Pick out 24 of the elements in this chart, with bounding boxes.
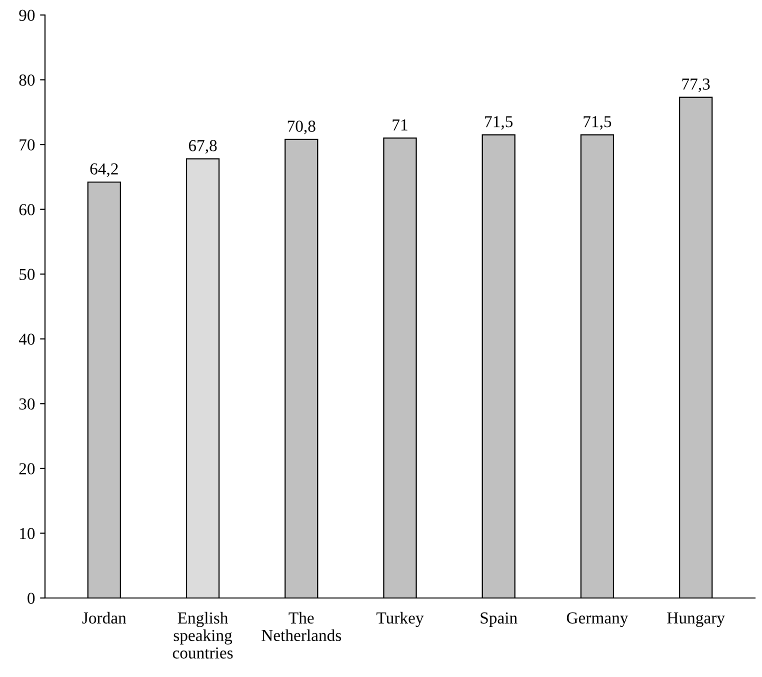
x-tick-label: Jordan [82,612,126,624]
data-label: 71,5 [485,116,513,130]
data-label: 67,8 [188,140,217,154]
y-tick-label: 30 [19,398,35,410]
x-tick-label: Germany [566,612,628,628]
y-tick-label: 90 [19,10,35,21]
x-tick-label: English speaking countries [172,612,233,659]
y-tick-label: 20 [19,463,35,474]
data-label: 77,3 [682,78,710,92]
data-label: 71 [392,119,408,130]
y-tick-label: 10 [20,528,35,540]
x-tick-label: Hungary [667,612,725,628]
data-label: 71,5 [584,116,612,130]
y-tick-label: 80 [19,74,35,86]
x-tick-label: The Netherlands [262,612,342,642]
data-label: 64,2 [90,163,118,177]
y-tick-label: 70 [20,139,35,150]
y-tick-label: 40 [18,334,35,345]
y-tick-label: 60 [19,204,35,216]
y-tick-label: 50 [20,268,35,280]
y-tick-label: 0 [28,592,35,604]
x-tick-label: Spain [480,612,518,628]
data-label: 70,8 [288,120,316,134]
x-tick-label: Turkey [376,612,424,628]
